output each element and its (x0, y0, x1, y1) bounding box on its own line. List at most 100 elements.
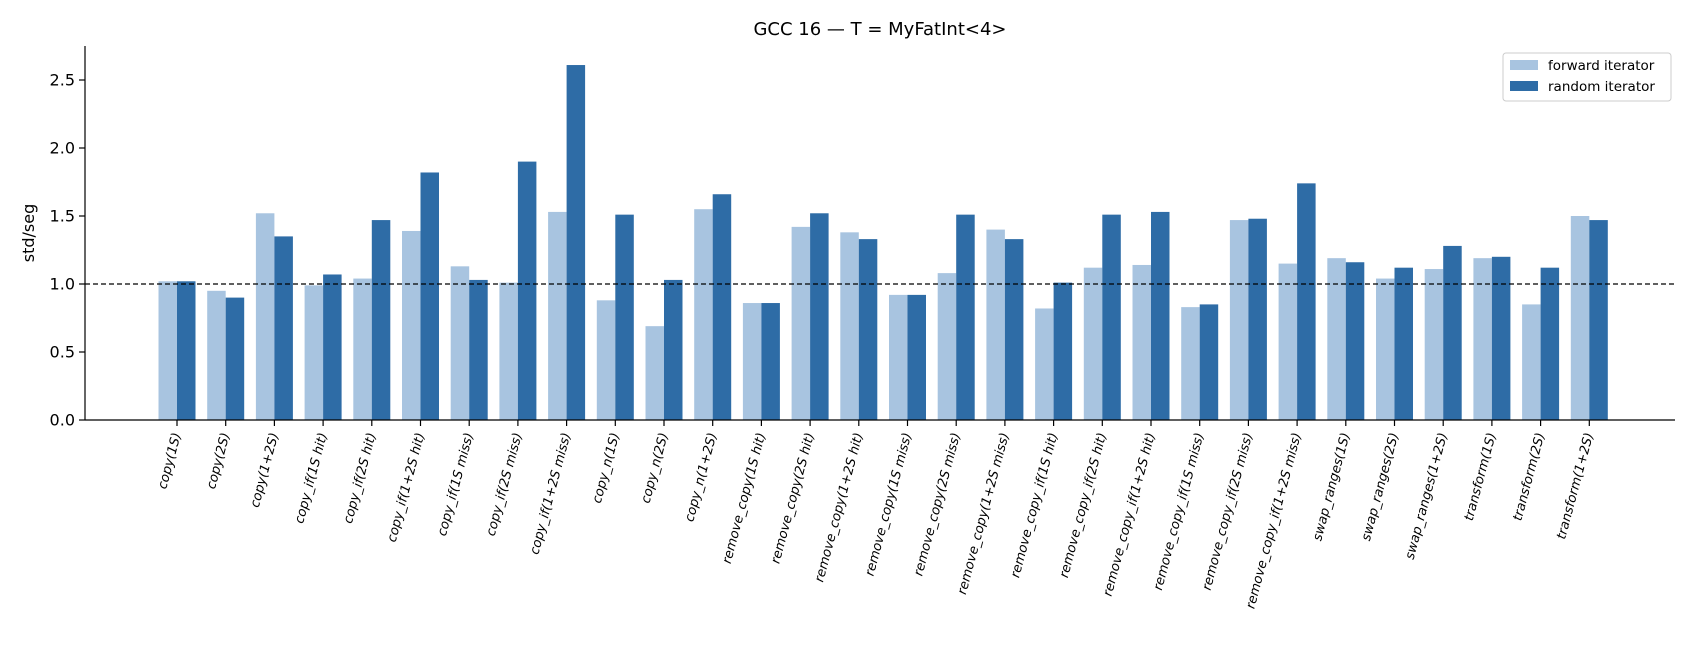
y-axis-label: std/seg (19, 204, 38, 263)
random-iterator-bar (1394, 267, 1413, 420)
random-iterator-bar (858, 239, 878, 420)
x-ticks: copy(1S) copy(2S) copy(1+2S) copy_if(1S hit… (155, 420, 1597, 611)
forward-iterator-bar (207, 290, 226, 420)
random-iterator-bar (225, 297, 245, 420)
forward-iterator-bar (1522, 304, 1541, 420)
x-tick-label: remove_copy_if(1S hit) (1008, 431, 1061, 579)
forward-iterator-bar (1132, 264, 1151, 420)
x-tick-label: remove_copy_if(1+2S hit) (1101, 431, 1159, 598)
x-tick-label: copy_if(2S hit) (341, 431, 380, 525)
legend-label: forward iterator (1548, 58, 1655, 74)
x-tick-label: copy(1+2S) (248, 431, 282, 509)
forward-iterator-bar (1229, 220, 1249, 420)
forward-iterator-bar (499, 282, 518, 420)
forward-iterator-bar (645, 326, 664, 420)
forward-iterator-bar (1181, 307, 1200, 420)
x-tick-label: remove_copy(1+2S miss) (955, 431, 1013, 596)
random-iterator-bar (1151, 211, 1170, 420)
y-tick-label: 2.5 (50, 71, 75, 90)
legend-swatch (1510, 81, 1538, 91)
x-tick-label: copy_n(1S) (590, 431, 623, 505)
random-iterator-bar (420, 172, 439, 420)
x-tick-label: copy_if(1S hit) (292, 431, 331, 525)
x-tick-label: swap_ranges(1+2S) (1403, 431, 1451, 561)
random-iterator-bar (469, 279, 488, 420)
x-tick-label: remove_copy(1S miss) (863, 431, 916, 578)
legend-label: random iterator (1548, 79, 1655, 95)
forward-iterator-bar (304, 285, 324, 420)
forward-iterator-bar (1083, 267, 1103, 420)
y-tick-label: 2.0 (50, 139, 75, 158)
forward-iterator-bar (1424, 269, 1444, 420)
forward-iterator-bar (1035, 308, 1054, 420)
random-iterator-bar (1102, 214, 1121, 420)
forward-iterator-bar (1570, 216, 1590, 420)
x-tick-label: remove_copy(2S miss) (911, 431, 964, 578)
random-iterator-bar (907, 294, 926, 420)
x-tick-label: remove_copy(1S hit) (720, 431, 769, 565)
x-tick-label: transform(1+2S) (1554, 431, 1597, 541)
axes (84, 46, 1675, 421)
y-tick-label: 0.0 (50, 411, 75, 430)
random-iterator-bar (323, 274, 342, 420)
random-iterator-bar (1345, 262, 1365, 420)
y-tick-label: 0.5 (50, 343, 75, 362)
x-tick-label: copy_n(2S) (639, 431, 672, 505)
x-tick-label: swap_ranges(2S) (1359, 431, 1402, 542)
x-tick-label: copy_if(2S miss) (484, 431, 526, 538)
random-iterator-bar (566, 65, 586, 420)
forward-iterator-bar (742, 303, 762, 420)
forward-iterator-bar (596, 300, 616, 420)
forward-iterator-bar (694, 209, 713, 420)
random-iterator-bar (274, 236, 293, 420)
x-tick-label: remove_copy(2S hit) (769, 431, 818, 565)
x-tick-label: remove_copy_if(1+2S miss) (1243, 431, 1305, 610)
forward-iterator-bar (158, 281, 177, 420)
forward-iterator-bar (255, 213, 275, 420)
random-iterator-bar (177, 281, 196, 420)
forward-iterator-bar (791, 226, 811, 420)
legend-swatch (1510, 60, 1538, 70)
random-iterator-bar (1443, 245, 1462, 420)
legend-box (1502, 52, 1672, 102)
forward-iterator-bar (548, 211, 567, 420)
x-tick-label: copy(2S) (204, 431, 233, 491)
random-iterator-bar (1540, 267, 1560, 420)
x-tick-label: transform(2S) (1511, 431, 1549, 522)
y-tick-label: 1.0 (50, 275, 75, 294)
forward-iterator-bar (889, 294, 908, 420)
random-iterator-bar (1004, 239, 1024, 420)
random-iterator-bar (1297, 183, 1316, 420)
x-tick-label: remove_copy_if(2S miss) (1200, 431, 1257, 592)
random-iterator-bar (664, 279, 683, 420)
x-tick-label: copy_if(1+2S hit) (385, 431, 429, 544)
x-tick-label: copy_n(1+2S) (682, 431, 720, 523)
x-tick-label: copy_if(1S miss) (435, 431, 477, 538)
chart-title: GCC 16 — T = MyFatInt<4> (753, 19, 1006, 40)
x-tick-label: remove_copy(1+2S hit) (812, 431, 866, 584)
bars-group (158, 65, 1608, 420)
forward-iterator-bar (937, 273, 957, 420)
forward-iterator-bar (402, 230, 421, 420)
x-tick-label: swap_ranges(1S) (1310, 431, 1353, 542)
forward-iterator-bar (353, 278, 372, 420)
random-iterator-bar (1491, 256, 1511, 420)
forward-iterator-bar (450, 266, 470, 420)
random-iterator-bar (712, 194, 732, 420)
x-tick-label: transform(1S) (1462, 431, 1500, 522)
forward-iterator-bar (1327, 258, 1346, 420)
random-iterator-bar (1589, 220, 1608, 420)
random-iterator-bar (810, 213, 829, 420)
forward-iterator-bar (986, 229, 1005, 420)
forward-iterator-bar (1278, 263, 1298, 420)
random-iterator-bar (1248, 218, 1267, 420)
random-iterator-bar (1053, 282, 1073, 420)
x-tick-label: copy_if(1+2S miss) (527, 431, 574, 556)
random-iterator-bar (1199, 304, 1219, 420)
forward-iterator-bar (840, 232, 859, 420)
random-iterator-bar (615, 214, 634, 420)
random-iterator-bar (371, 220, 391, 420)
legend: forward iterator random iterator (1502, 52, 1672, 102)
random-iterator-bar (956, 214, 975, 420)
